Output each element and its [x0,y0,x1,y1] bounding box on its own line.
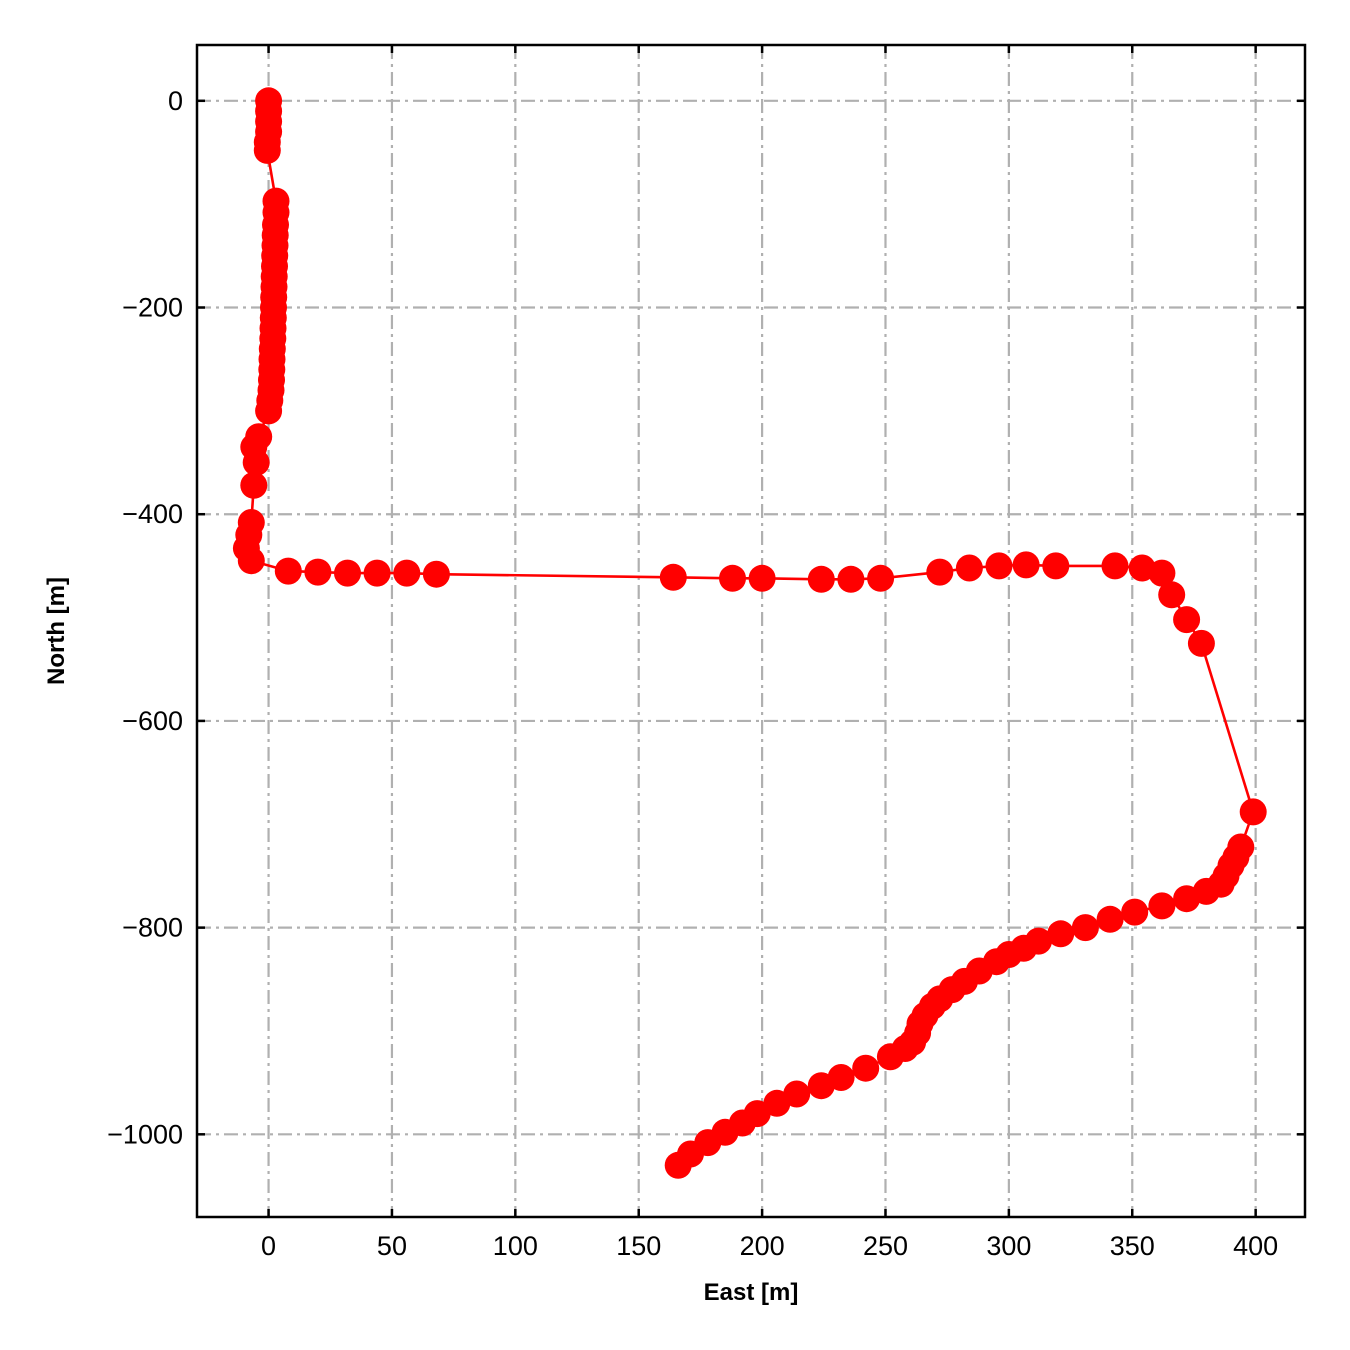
x-tick-label: 200 [740,1231,785,1261]
trajectory-point [1012,551,1040,579]
trajectory-point [1158,581,1186,609]
trajectory-point [659,563,687,591]
trajectory-point [1187,629,1215,657]
trajectory-point [393,559,421,587]
trajectory-point [1239,798,1267,826]
trajectory-point [926,558,954,586]
y-tick-label: −1000 [107,1119,183,1149]
y-tick-label: 0 [168,86,183,116]
trajectory-point [422,560,450,588]
series-layer [232,87,1267,1179]
trajectory-point [985,552,1013,580]
trajectory-point [807,1072,835,1100]
trajectory-point [304,558,332,586]
axis-ticks [197,45,1305,1217]
trajectory-point [852,1054,880,1082]
trajectory-point [748,564,776,592]
trajectory-point [807,565,835,593]
trajectory-point [1173,885,1201,913]
grid-lines [197,45,1305,1217]
trajectory-point [1047,920,1075,948]
trajectory-point [867,564,895,592]
trajectory-point [242,449,270,476]
trajectory-point [237,547,265,575]
y-tick-label: −600 [122,706,183,736]
x-tick-label: 100 [493,1231,538,1261]
trajectory-point [1096,905,1124,933]
plot-frame [195,43,1307,1219]
trajectory-point [1121,898,1149,926]
x-tick-label: 50 [377,1231,407,1261]
x-tick-label: 300 [986,1231,1031,1261]
trajectory-point [1173,606,1201,634]
trajectory-point [719,564,746,592]
trajectory-line [245,100,1255,1167]
trajectory-point [253,136,281,164]
y-axis-label: North [m] [43,577,70,685]
trajectory-point [274,557,302,585]
trajectory-point [664,1151,692,1179]
trajectory-point [1101,552,1129,580]
x-axis-label: East [m] [704,1279,799,1306]
y-tick-label: −400 [122,499,183,529]
tick-labels: 0 50 100 150 200 250 300 350 400 0 −200 −400 −600 −80… [107,86,1278,1261]
x-tick-label: 150 [616,1231,661,1261]
trajectory-point [363,559,391,587]
trajectory-point [240,471,268,499]
x-tick-label: 250 [863,1231,908,1261]
y-tick-label: −200 [122,293,183,323]
trajectory-point [955,554,983,582]
trajectory-point [255,397,283,425]
trajectory-point [334,559,361,587]
trajectory-point [1148,559,1176,587]
trajectory-point [1042,552,1070,580]
x-tick-label: 0 [261,1231,276,1261]
trajectory-point [837,565,865,593]
x-tick-label: 400 [1233,1231,1278,1261]
x-tick-label: 350 [1110,1231,1155,1261]
trajectory-point [876,1043,904,1071]
y-tick-label: −800 [122,913,183,943]
trajectory-point [1071,914,1099,942]
trajectory-point [1148,892,1176,920]
